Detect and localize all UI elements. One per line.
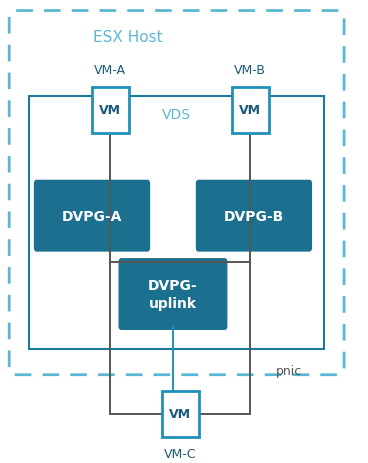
Text: VM: VM (239, 104, 261, 117)
FancyBboxPatch shape (92, 88, 129, 133)
Text: VM: VM (169, 407, 191, 420)
Text: DVPG-
uplink: DVPG- uplink (148, 279, 198, 310)
Text: VM-A: VM-A (95, 64, 126, 77)
FancyBboxPatch shape (34, 180, 150, 252)
Text: VM-C: VM-C (164, 447, 197, 460)
Text: DVPG-A: DVPG-A (62, 209, 122, 223)
FancyBboxPatch shape (196, 180, 312, 252)
Text: VDS: VDS (162, 108, 191, 122)
Text: VM-B: VM-B (234, 64, 266, 77)
FancyBboxPatch shape (162, 391, 199, 437)
Text: ESX Host: ESX Host (93, 30, 163, 45)
Text: DVPG-B: DVPG-B (224, 209, 284, 223)
FancyBboxPatch shape (232, 88, 269, 133)
FancyBboxPatch shape (118, 258, 227, 330)
Text: VM: VM (99, 104, 121, 117)
Text: pnic: pnic (276, 364, 302, 377)
